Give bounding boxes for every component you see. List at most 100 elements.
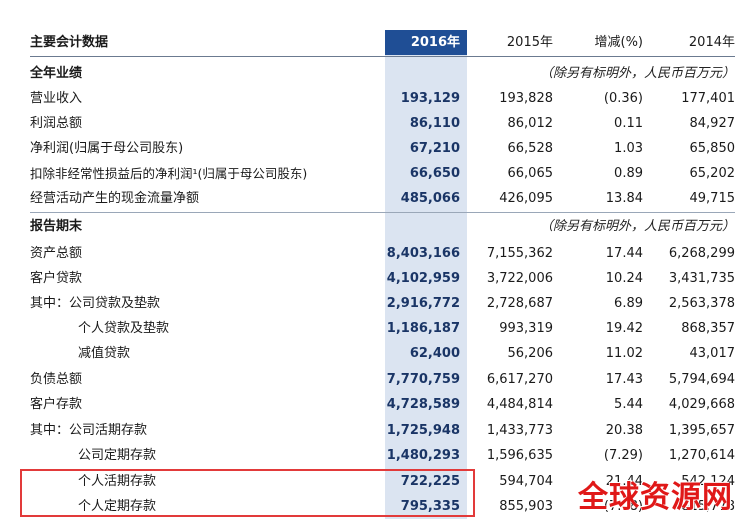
value-2014: 3,431,735 — [668, 271, 735, 286]
value-2016: 4,102,959 — [386, 271, 460, 286]
value-change: 10.24 — [605, 271, 643, 286]
value-2016: 1,186,187 — [386, 321, 460, 336]
value-2016: 86,110 — [409, 116, 460, 131]
table-row: 个人贷款及垫款 1,186,187 993,319 19.42 868,357 — [30, 316, 735, 341]
row-label: 净利润(归属于母公司股东) — [30, 141, 184, 156]
value-2016: 7,770,759 — [386, 372, 460, 387]
row-label: 利润总额 — [30, 116, 83, 131]
value-2014: 177,401 — [681, 91, 735, 106]
section-header-period: 报告期末 （除另有标明外，人民币百万元） — [30, 214, 735, 239]
value-2014: 65,202 — [689, 166, 736, 181]
table-row: 客户存款 4,728,589 4,484,814 5.44 4,029,668 — [30, 392, 735, 417]
row-label: 个人定期存款 — [78, 499, 157, 514]
value-2014: 868,357 — [681, 321, 735, 336]
value-2015: 993,319 — [499, 321, 553, 336]
row-label: 经营活动产生的现金流量净额 — [30, 191, 200, 206]
table-row: 公司定期存款 1,480,293 1,596,635 (7.29) 1,270,… — [30, 443, 735, 468]
value-2015: 1,596,635 — [486, 448, 553, 463]
section-note: （除另有标明外，人民币百万元） — [539, 66, 735, 81]
table-row: 资产总额 8,403,166 7,155,362 17.44 6,268,299 — [30, 241, 735, 266]
value-change: (0.36) — [603, 91, 643, 106]
value-2015: 426,095 — [499, 191, 553, 206]
row-label: 负债总额 — [30, 372, 83, 387]
value-2015: 56,206 — [507, 346, 554, 361]
value-change: 21.44 — [605, 474, 643, 489]
value-change: 19.42 — [605, 321, 643, 336]
row-label: 资产总额 — [30, 246, 83, 261]
value-2016: 795,335 — [400, 499, 460, 514]
section-title: 全年业绩 — [30, 66, 83, 81]
value-change: 17.43 — [605, 372, 643, 387]
watermark: 全球资源网 — [578, 480, 733, 515]
value-change: 11.02 — [605, 346, 643, 361]
row-label: 营业收入 — [30, 91, 83, 106]
value-2015: 1,433,773 — [486, 423, 553, 438]
col-header-2014: 2014年 — [688, 35, 735, 50]
table-row: 减值贷款 62,400 56,206 11.02 43,017 — [30, 341, 735, 366]
highlight-box — [20, 469, 475, 517]
value-change: 6.89 — [614, 296, 643, 311]
value-2015: 193,828 — [499, 91, 553, 106]
row-label: 客户贷款 — [30, 271, 83, 286]
value-2014: 6,268,299 — [668, 246, 735, 261]
value-2016: 1,725,948 — [386, 423, 460, 438]
value-2015: 3,722,006 — [486, 271, 553, 286]
row-label: 个人贷款及垫款 — [78, 321, 170, 336]
value-2016: 1,480,293 — [386, 448, 460, 463]
row-label: 扣除非经常性损益后的净利润¹(归属于母公司股东) — [30, 166, 308, 181]
table-row: 营业收入 193,129 193,828 (0.36) 177,401 — [30, 86, 735, 111]
value-2014: 542,124 — [681, 474, 735, 489]
table-row: 客户贷款 4,102,959 3,722,006 10.24 3,431,735 — [30, 266, 735, 291]
value-change: 0.11 — [614, 116, 643, 131]
value-2015: 66,528 — [507, 141, 554, 156]
row-label: 减值贷款 — [78, 346, 131, 361]
value-change: 17.44 — [605, 246, 643, 261]
value-2016: 485,066 — [400, 191, 460, 206]
value-change: 20.38 — [605, 423, 643, 438]
col-header-2015: 2015年 — [506, 35, 553, 50]
value-2014: 43,017 — [689, 346, 736, 361]
value-change: 5.44 — [614, 397, 643, 412]
divider — [30, 56, 735, 57]
table-row: 个人活期存款 722,225 594,704 21.44 542,124 — [30, 469, 735, 494]
value-change: (7.08) — [603, 499, 643, 514]
section-note: （除另有标明外，人民币百万元） — [539, 219, 735, 234]
value-2016: 193,129 — [400, 91, 460, 106]
value-2016: 67,210 — [409, 141, 460, 156]
table-title: 主要会计数据 — [30, 35, 109, 50]
table-row: 负债总额 7,770,759 6,617,270 17.43 5,794,694 — [30, 367, 735, 392]
section-title: 报告期末 — [30, 219, 83, 234]
col-header-change: 增减(%) — [594, 35, 644, 50]
table-row: 其中：公司活期存款 1,725,948 1,433,773 20.38 1,39… — [30, 418, 735, 443]
header-2016-background — [385, 30, 467, 55]
value-change: 0.89 — [614, 166, 643, 181]
value-2016: 8,403,166 — [386, 246, 460, 261]
value-2016: 66,650 — [409, 166, 460, 181]
table-row: 净利润(归属于母公司股东) 67,210 66,528 1.03 65,850 — [30, 136, 735, 161]
table-row: 扣除非经常性损益后的净利润¹(归属于母公司股东) 66,650 66,065 0… — [30, 161, 735, 186]
value-2014: 1,395,657 — [668, 423, 735, 438]
value-2014: 4,029,668 — [668, 397, 735, 412]
value-2015: 7,155,362 — [486, 246, 553, 261]
value-2016: 4,728,589 — [386, 397, 460, 412]
value-change: (7.29) — [603, 448, 643, 463]
row-label: 个人活期存款 — [78, 474, 157, 489]
value-2015: 2,728,687 — [486, 296, 553, 311]
value-change: 1.03 — [614, 141, 643, 156]
value-2015: 855,903 — [499, 499, 553, 514]
table-row: 利润总额 86,110 86,012 0.11 84,927 — [30, 111, 735, 136]
value-2014: 65,850 — [689, 141, 736, 156]
value-2015: 6,617,270 — [486, 372, 553, 387]
table-row: 经营活动产生的现金流量净额 485,066 426,095 13.84 49,7… — [30, 186, 735, 211]
value-2016: 2,916,772 — [386, 296, 460, 311]
row-label: 其中：公司活期存款 — [30, 423, 148, 438]
section-header-annual: 全年业绩 （除另有标明外，人民币百万元） — [30, 61, 735, 86]
value-2014: 84,927 — [689, 116, 736, 131]
value-change: 13.84 — [605, 191, 643, 206]
table-row: 个人定期存款 795,335 855,903 (7.08) 815,778 — [30, 494, 735, 519]
value-2014: 49,715 — [689, 191, 736, 206]
row-label: 其中：公司贷款及垫款 — [30, 296, 161, 311]
value-2014: 5,794,694 — [668, 372, 735, 387]
table-header: 主要会计数据 2016年 2015年 增减(%) 2014年 — [30, 30, 735, 55]
